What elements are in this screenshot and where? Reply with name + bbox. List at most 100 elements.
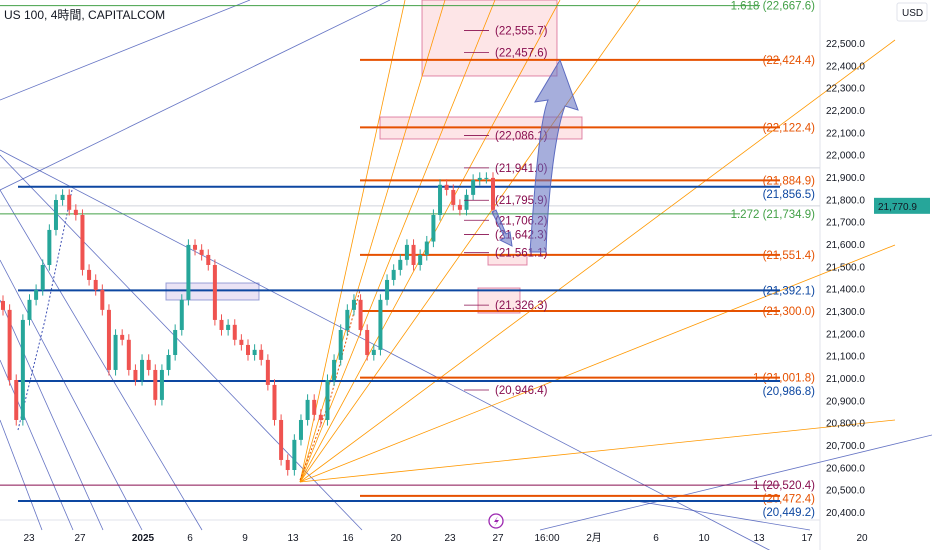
price-tick: 22,500.0 (826, 39, 865, 50)
candle-body (471, 179, 476, 195)
trend-line (0, 0, 391, 191)
candle-body (100, 290, 105, 310)
price-tick: 20,500.0 (826, 486, 865, 497)
price-tick: 22,300.0 (826, 84, 865, 95)
candle-body (53, 200, 58, 230)
candle-body (60, 194, 65, 201)
gann-fan-line (299, 0, 641, 483)
candle-body (484, 177, 489, 179)
time-tick: 16:00 (534, 533, 559, 544)
level-label: (20,472.4) (763, 494, 816, 506)
currency-button[interactable] (896, 2, 928, 22)
candle-body (378, 299, 383, 350)
level-label: 1 (21,001.8) (753, 373, 815, 385)
price-tick: 21,300.0 (826, 307, 865, 318)
price-tick: 21,800.0 (826, 195, 865, 206)
trend-line (629, 499, 811, 531)
candle-body (140, 359, 145, 381)
trend-line (0, 299, 104, 531)
price-tick: 20,900.0 (826, 396, 865, 407)
candle-body (179, 299, 184, 330)
candle-body (285, 459, 290, 471)
candle-body (173, 329, 178, 355)
lightning-glyph (494, 516, 499, 527)
candle-body (332, 359, 337, 381)
projection-label: (22,555.7) (495, 26, 548, 38)
zone-rectangle (165, 282, 260, 301)
candle-body (418, 254, 423, 265)
candle-body (298, 419, 303, 440)
time-tick: 16 (342, 533, 354, 544)
projection-label: (21,326.3) (495, 300, 548, 312)
gann-fan-line (299, 244, 896, 483)
candle-body (451, 189, 456, 205)
candle-body (477, 177, 482, 180)
candle-body (47, 229, 52, 265)
price-tick: 21,000.0 (826, 374, 865, 385)
current-price-label: 21,770.9 (878, 202, 917, 213)
price-tick: 22,200.0 (826, 106, 865, 117)
candle-body (424, 241, 429, 255)
level-label: (21,856.5) (763, 189, 816, 201)
level-label: (22,122.4) (763, 122, 816, 134)
price-tick: 21,100.0 (826, 352, 865, 363)
candle-body (219, 319, 224, 330)
projection-label: (22,457.6) (495, 47, 548, 59)
level-label: (21,300.0) (763, 306, 816, 318)
time-tick: 6 (187, 533, 193, 544)
level-label: (21,884.9) (763, 175, 816, 187)
gann-fan-line (299, 0, 561, 483)
candle-body (312, 399, 317, 415)
price-tick: 21,400.0 (826, 285, 865, 296)
candle-body (385, 279, 390, 300)
candle-body (239, 339, 244, 345)
zone-rectangle (421, 0, 558, 77)
candle-body (146, 359, 151, 370)
candle-body (279, 419, 284, 460)
candle-body (87, 269, 92, 280)
level-label: 1.618 (22,667.6) (731, 1, 816, 13)
time-tick: 23 (23, 533, 35, 544)
candle-body (305, 399, 310, 420)
candle-body (199, 249, 204, 255)
price-tick: 20,400.0 (826, 508, 865, 519)
time-tick: 6 (653, 533, 659, 544)
lightning-event-icon[interactable] (488, 513, 504, 529)
price-tick: 21,900.0 (826, 173, 865, 184)
candle-body (153, 369, 158, 400)
candle-body (159, 369, 164, 400)
time-tick: 2025 (132, 533, 155, 544)
candle-body (120, 334, 125, 340)
price-tick: 22,400.0 (826, 61, 865, 72)
candle-body (351, 299, 356, 310)
level-label: (21,551.4) (763, 250, 816, 262)
dotted-path (299, 289, 361, 481)
trend-line (539, 434, 932, 531)
gann-fan-line (299, 0, 406, 483)
time-tick: 9 (242, 533, 248, 544)
candle-body (358, 299, 363, 330)
level-label: (22,424.4) (763, 55, 816, 67)
level-label: 1.272 (21,734.9) (731, 209, 816, 221)
price-tick: 20,600.0 (826, 463, 865, 474)
time-tick: 20 (856, 533, 868, 544)
trend-line (0, 0, 251, 101)
current-price-badge (874, 197, 930, 214)
candle-body (345, 309, 350, 330)
time-tick: 13 (287, 533, 299, 544)
time-tick: 27 (74, 533, 86, 544)
price-tick: 22,100.0 (826, 128, 865, 139)
candle-body (14, 380, 19, 420)
candle-body (404, 244, 409, 260)
candle-body (40, 264, 45, 291)
candle-body (411, 244, 416, 265)
candle-body (133, 369, 138, 381)
candle-body (398, 259, 403, 270)
candle-body (464, 194, 469, 210)
trend-line (0, 419, 43, 531)
candle-body (252, 349, 257, 355)
candle-body (67, 194, 72, 210)
candle-body (325, 380, 330, 420)
trend-line (0, 154, 363, 531)
